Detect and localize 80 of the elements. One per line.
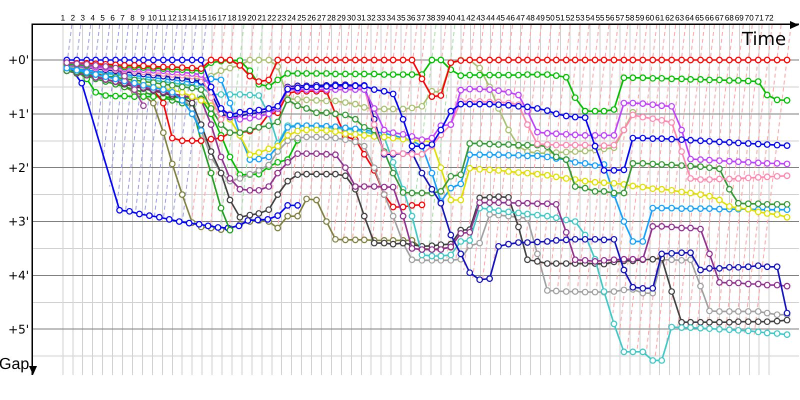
x-tick-label: 7 bbox=[120, 13, 126, 22]
x-tick-label: 23 bbox=[277, 13, 287, 22]
x-tick-label: 68 bbox=[724, 13, 734, 22]
x-tick-label: 72 bbox=[764, 13, 774, 22]
x-tick-label: 31 bbox=[356, 13, 366, 22]
x-tick-label: 25 bbox=[297, 13, 307, 22]
x-tick-label: 30 bbox=[346, 13, 356, 22]
x-tick-label: 46 bbox=[506, 13, 516, 22]
x-tick-label: 71 bbox=[754, 13, 764, 22]
x-tick-label: 51 bbox=[556, 13, 566, 22]
x-tick-label: 35 bbox=[396, 13, 406, 22]
x-tick-label: 41 bbox=[456, 13, 466, 22]
x-tick-label: 44 bbox=[486, 13, 496, 22]
x-tick-label: 10 bbox=[148, 13, 158, 22]
x-tick-label: 60 bbox=[645, 13, 655, 22]
x-tick-label: 48 bbox=[526, 13, 536, 22]
x-tick-label: 17 bbox=[218, 13, 228, 22]
x-tick-label: 62 bbox=[665, 13, 675, 22]
x-tick-label: 28 bbox=[326, 13, 336, 22]
x-tick-label: 19 bbox=[237, 13, 247, 22]
x-tick-label: 50 bbox=[546, 13, 556, 22]
y-tick-label: +2' bbox=[8, 160, 30, 175]
y-tick-label: +3' bbox=[8, 214, 30, 229]
x-tick-label: 42 bbox=[466, 13, 476, 22]
x-tick-label: 14 bbox=[188, 13, 198, 22]
x-tick-label: 9 bbox=[140, 13, 146, 22]
x-tick-label: 4 bbox=[90, 13, 96, 22]
x-tick-label: 52 bbox=[566, 13, 576, 22]
x-tick-label: 24 bbox=[287, 13, 297, 22]
x-tick-label: 63 bbox=[675, 13, 685, 22]
y-tick-label: +4' bbox=[8, 268, 30, 283]
y-tick-label: +5' bbox=[8, 322, 30, 336]
x-tick-label: 32 bbox=[366, 13, 376, 22]
x-tick-label: 65 bbox=[695, 13, 705, 22]
x-tick-label: 34 bbox=[386, 13, 396, 22]
x-tick-label: 38 bbox=[426, 13, 436, 22]
x-tick-label: 67 bbox=[714, 13, 724, 22]
y-axis-title: Gap bbox=[0, 356, 30, 373]
x-tick-label: 58 bbox=[625, 13, 635, 22]
x-tick-label: 18 bbox=[228, 13, 237, 22]
y-tick-label: +1' bbox=[8, 107, 30, 122]
y-tick-label: +0' bbox=[8, 53, 30, 68]
x-tick-label: 70 bbox=[744, 13, 754, 22]
x-tick-label: 3 bbox=[80, 13, 86, 22]
x-tick-label: 39 bbox=[436, 13, 446, 22]
x-tick-label: 29 bbox=[336, 13, 346, 22]
x-tick-label: 5 bbox=[100, 13, 106, 22]
x-tick-label: 55 bbox=[596, 13, 606, 22]
x-tick-label: 26 bbox=[307, 13, 317, 22]
x-tick-label: 16 bbox=[208, 13, 218, 22]
x-tick-label: 27 bbox=[317, 13, 326, 22]
x-tick-label: 45 bbox=[496, 13, 506, 22]
x-tick-label: 61 bbox=[655, 13, 665, 22]
x-tick-label: 36 bbox=[406, 13, 416, 22]
x-tick-label: 66 bbox=[705, 13, 714, 22]
x-tick-label: 40 bbox=[446, 13, 456, 22]
x-tick-label: 11 bbox=[158, 13, 168, 22]
x-tick-label: 6 bbox=[110, 13, 116, 22]
x-tick-label: 43 bbox=[476, 13, 486, 22]
x-tick-label: 1 bbox=[60, 13, 66, 22]
x-tick-label: 49 bbox=[536, 13, 546, 22]
x-tick-label: 59 bbox=[635, 13, 645, 22]
x-tick-label: 21 bbox=[257, 13, 267, 22]
x-tick-label: 8 bbox=[130, 13, 136, 22]
x-tick-label: 64 bbox=[685, 13, 695, 22]
x-tick-label: 13 bbox=[178, 13, 188, 22]
x-axis-title: Time bbox=[741, 29, 786, 50]
x-tick-label: 37 bbox=[416, 13, 426, 22]
x-tick-label: 33 bbox=[376, 13, 386, 22]
x-tick-label: 2 bbox=[70, 13, 76, 22]
x-tick-label: 57 bbox=[615, 13, 625, 22]
x-tick-label: 15 bbox=[198, 13, 208, 22]
x-tick-label: 12 bbox=[168, 13, 178, 22]
x-tick-label: 20 bbox=[247, 13, 257, 22]
x-tick-label: 56 bbox=[606, 13, 615, 22]
x-tick-label: 22 bbox=[267, 13, 277, 22]
x-tick-label: 53 bbox=[576, 13, 586, 22]
x-tick-label: 69 bbox=[734, 13, 744, 22]
x-tick-label: 47 bbox=[516, 13, 526, 22]
x-tick-label: 54 bbox=[586, 13, 596, 22]
